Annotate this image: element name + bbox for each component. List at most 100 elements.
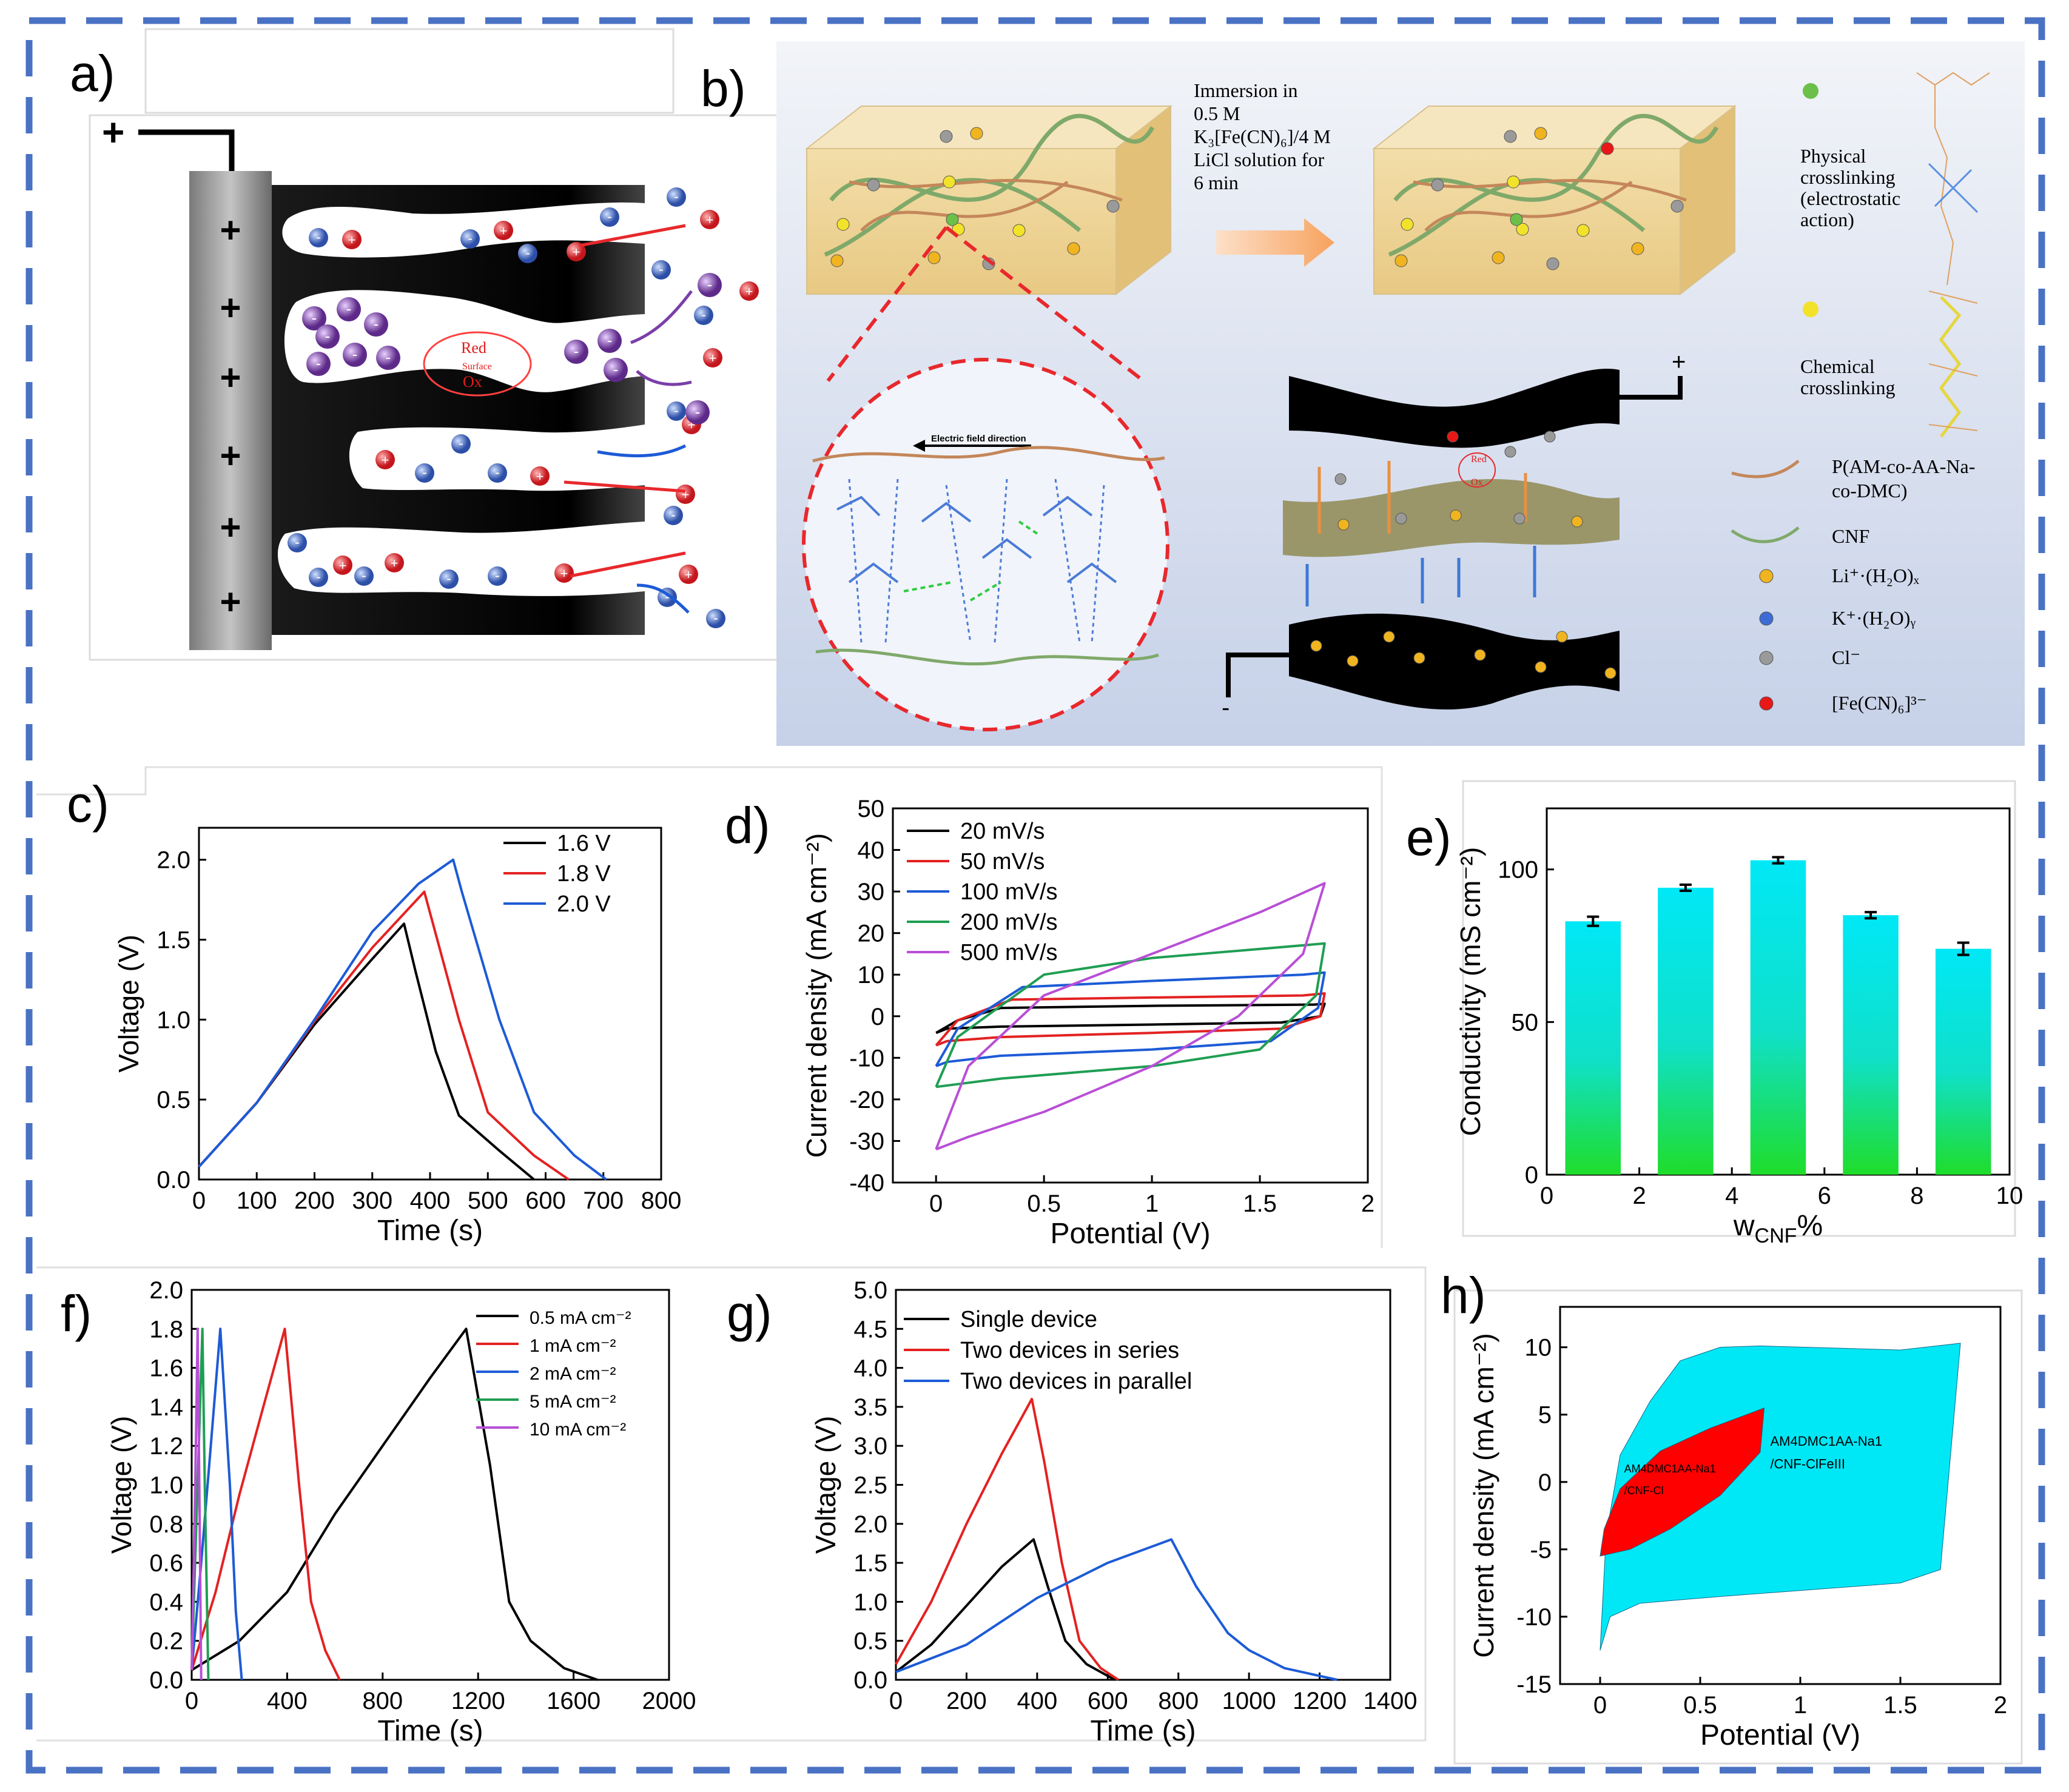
chart-c: c) 0 100 200 300 400 500 600 700 800 0.0 0.5 1.0 1.5 2… bbox=[67, 776, 681, 1247]
device-ion-dot bbox=[1383, 631, 1395, 643]
gel-dot bbox=[1106, 200, 1120, 213]
ion-sign: - bbox=[674, 189, 679, 205]
x-tick-label: 1200 bbox=[1293, 1688, 1347, 1714]
x-tick-label: 700 bbox=[583, 1187, 624, 1214]
electrode-bottom bbox=[1289, 613, 1620, 710]
legend-physical-dot bbox=[1803, 83, 1818, 99]
x-tick-label: 800 bbox=[641, 1187, 682, 1214]
x-tick-label: 2000 bbox=[642, 1688, 696, 1714]
gel-dot bbox=[867, 178, 880, 192]
x-tick-label: 1.5 bbox=[1883, 1692, 1917, 1719]
x-tick-label: 2 bbox=[1994, 1692, 2007, 1719]
x-axis-label: Time (s) bbox=[377, 1215, 483, 1247]
ion-sign: - bbox=[422, 465, 427, 481]
gel-dot bbox=[1394, 254, 1408, 267]
ion-sign: - bbox=[713, 610, 718, 626]
y-axis-label: Current density (mA cm⁻²) bbox=[1468, 1333, 1499, 1658]
y-tick-label: -40 bbox=[849, 1170, 884, 1196]
anion-ion bbox=[694, 306, 713, 325]
legend-polymer-line bbox=[1731, 460, 1800, 478]
ion-sign: - bbox=[574, 342, 579, 360]
y-tick-label: 5 bbox=[1538, 1402, 1552, 1429]
ion-sign: - bbox=[695, 403, 701, 421]
x-tick-label: 400 bbox=[267, 1688, 308, 1714]
y-tick-label: 1.0 bbox=[156, 1007, 190, 1033]
device-ox: Ox bbox=[1471, 477, 1483, 488]
legend-label: 2 mA cm⁻² bbox=[530, 1364, 616, 1384]
y-tick-label: 0 bbox=[1538, 1469, 1552, 1496]
gel-dot bbox=[1504, 130, 1517, 143]
legend-physical-text: crosslinking bbox=[1800, 166, 1895, 188]
legend-label: 0.5 mA cm⁻² bbox=[530, 1308, 631, 1328]
series-line-1 bbox=[190, 1327, 341, 1680]
bar bbox=[1843, 915, 1899, 1175]
ion-sign: - bbox=[446, 571, 451, 587]
legend-label: 200 mV/s bbox=[960, 910, 1058, 935]
ion-sign: - bbox=[316, 229, 321, 246]
gel-block-right bbox=[1372, 104, 1737, 296]
field-direction-label: Electric field direction bbox=[931, 434, 1026, 444]
chart-f: f) 0 400 800 1200 1600 2000 0.0 0.2 0.4 0.6 0.8 1.0 1… bbox=[61, 1277, 696, 1747]
device-red: Red bbox=[1471, 454, 1487, 465]
legend-label: 2.0 V bbox=[557, 891, 611, 917]
device-ion-dot bbox=[1544, 431, 1556, 443]
series-line-4 bbox=[935, 882, 1326, 1151]
device-ion-dot bbox=[1310, 640, 1322, 652]
x-axis-label: Time (s) bbox=[1090, 1715, 1196, 1747]
gel-dot bbox=[1510, 213, 1523, 226]
ion-sign: - bbox=[607, 209, 612, 225]
cycle-ox: Ox bbox=[463, 373, 482, 391]
electrode-plus-sign: + bbox=[220, 507, 241, 548]
device-ion-dot bbox=[1571, 515, 1583, 528]
device-ion-dot bbox=[1447, 431, 1459, 443]
legend-label: 100 mV/s bbox=[960, 879, 1058, 905]
x-tick-label: 10 bbox=[1996, 1183, 2024, 1209]
x-axis-label: wCNF% bbox=[1733, 1210, 1823, 1247]
device-ion-dot bbox=[1337, 518, 1350, 531]
panel-label-h: h) bbox=[1441, 1267, 1486, 1324]
area-label-line: /CNF-Cl bbox=[1624, 1485, 1664, 1497]
device-ion-dot bbox=[1535, 661, 1547, 673]
x-tick-label: 600 bbox=[525, 1187, 566, 1214]
legend-li-text: Li⁺·(H₂O)ₓ bbox=[1832, 565, 1920, 586]
y-tick-label: 40 bbox=[858, 837, 885, 864]
terminal-plus: + bbox=[102, 110, 124, 154]
panel-label-d: d) bbox=[725, 797, 770, 854]
gel-dot bbox=[836, 218, 850, 231]
ion-sign: - bbox=[495, 568, 500, 584]
anion-ion bbox=[488, 463, 507, 483]
large-anion-ion bbox=[343, 343, 367, 367]
ion-sign: + bbox=[745, 284, 753, 299]
immersion-text-line: 6 min bbox=[1194, 172, 1239, 193]
device-ion-dot bbox=[1395, 512, 1407, 525]
y-tick-label: 2.0 bbox=[853, 1511, 887, 1538]
legend-label: 1.8 V bbox=[557, 861, 611, 887]
y-tick-label: 100 bbox=[1498, 857, 1538, 884]
anion-ion bbox=[460, 229, 480, 249]
x-tick-label: 1400 bbox=[1364, 1688, 1418, 1714]
x-tick-label: 4 bbox=[1725, 1183, 1738, 1209]
ion-sign: - bbox=[362, 568, 366, 584]
legend-chemical-text: Chemical bbox=[1800, 355, 1875, 377]
bar bbox=[1750, 860, 1806, 1175]
ion-sign: + bbox=[560, 566, 568, 581]
y-tick-label: 10 bbox=[1525, 1335, 1552, 1361]
legend-k-text: K⁺·(H₂O)ᵧ bbox=[1832, 607, 1916, 629]
area-label-line: AM4DMC1AA-Na1 bbox=[1771, 1434, 1883, 1449]
anion-ion bbox=[415, 463, 434, 483]
gel-dot bbox=[970, 127, 983, 140]
x-tick-label: 100 bbox=[237, 1187, 277, 1214]
y-tick-label: 4.0 bbox=[853, 1355, 887, 1382]
y-tick-label: 0.6 bbox=[149, 1550, 183, 1577]
ion-sign: - bbox=[459, 435, 463, 452]
anion-ion bbox=[309, 228, 328, 247]
x-tick-label: 0.5 bbox=[1683, 1692, 1717, 1719]
y-tick-label: 0.8 bbox=[149, 1511, 183, 1538]
gel-dot bbox=[943, 175, 956, 189]
y-tick-label: 0.4 bbox=[149, 1589, 183, 1616]
ion-sign: - bbox=[346, 300, 352, 318]
series-line-1 bbox=[895, 1398, 1119, 1681]
ion-sign: - bbox=[352, 345, 358, 363]
large-anion-ion bbox=[315, 324, 340, 349]
device-minus: - bbox=[1222, 694, 1230, 721]
